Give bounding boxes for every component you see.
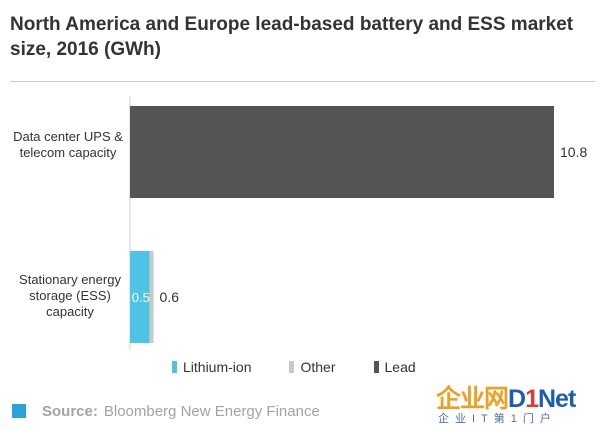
source-note: Source: Bloomberg New Energy Finance (12, 402, 320, 420)
watermark-part-d: Net (537, 385, 576, 413)
watermark-wordmark: 企业网D1Net (436, 384, 576, 414)
source-square-icon (12, 404, 26, 418)
source-text: Bloomberg New Energy Finance (103, 402, 320, 420)
legend-label-lead: Lead (384, 359, 416, 375)
chart-title: North America and Europe lead-based batt… (10, 14, 574, 60)
category-label-data-center: Data center UPS & telecom capacity (13, 129, 123, 160)
watermark-logo: 企业网D1Net 企业IT第1门户 (436, 384, 596, 428)
legend-label-other: Other (300, 359, 336, 375)
bar-total-label-1: 0.6 (160, 289, 180, 305)
legend-swatch-lead (373, 361, 379, 373)
watermark-part-c: 1 (525, 385, 539, 413)
bar-chart: 10.8 0.5 0.6 (129, 96, 587, 350)
legend-item-other: Other (289, 359, 336, 375)
bar-lead-0 (130, 106, 554, 198)
bar-total-label-0: 10.8 (560, 144, 587, 160)
legend-swatch-lithium-ion (172, 361, 177, 373)
bar-other-1 (149, 251, 154, 343)
watermark-tagline: 企业IT第1门户 (438, 413, 557, 425)
watermark-part-a: 企业网 (436, 385, 509, 413)
source-key: Source: (42, 402, 98, 420)
category-label-ess: Stationary energy storage (ESS) capacity (19, 272, 121, 319)
bar-lithium-ion-1 (130, 251, 150, 343)
bar-data-label-lithium-ion-1: 0.5 (132, 290, 150, 305)
watermark-part-b: D (508, 385, 526, 413)
title-divider (10, 81, 595, 82)
legend-label-lithium-ion: Lithium-ion (183, 359, 252, 375)
legend-swatch-other (289, 361, 295, 373)
chart-legend: Lithium-ion Other Lead (172, 358, 416, 376)
legend-item-lead: Lead (373, 359, 416, 375)
legend-item-lithium-ion: Lithium-ion (172, 359, 251, 375)
